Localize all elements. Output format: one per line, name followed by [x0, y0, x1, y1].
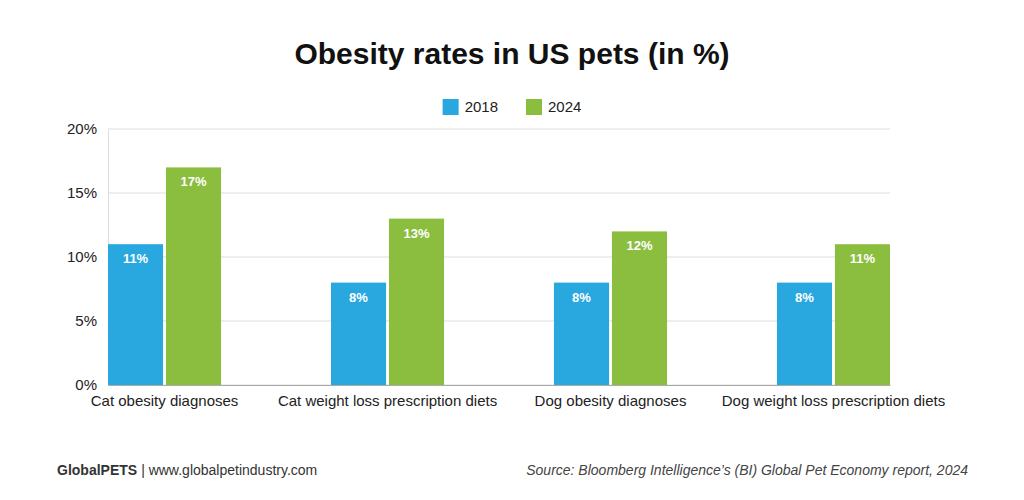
x-tick: Dog weight loss prescription diets	[722, 385, 945, 409]
grid-line	[108, 193, 890, 194]
data-label: 17%	[180, 174, 206, 189]
y-tick: 10%	[67, 248, 108, 265]
bar	[108, 244, 163, 385]
legend-swatch	[443, 99, 459, 115]
x-tick-label: Dog obesity diagnoses	[535, 392, 687, 409]
bar-series	[166, 167, 890, 385]
y-tick-label: 10%	[67, 248, 97, 265]
legend-label: 2018	[465, 98, 498, 115]
data-label: 11%	[850, 251, 876, 266]
bar	[612, 231, 667, 385]
source: Source: Bloomberg Intelligence’s (BI) Gl…	[526, 462, 968, 478]
x-tick-label: Cat obesity diagnoses	[91, 392, 239, 409]
legend: 2018 2024	[443, 98, 582, 115]
x-tick: Dog obesity diagnoses	[535, 385, 687, 409]
data-label: 8%	[572, 290, 591, 305]
bar	[777, 283, 832, 385]
data-label: 13%	[403, 226, 429, 241]
bars	[108, 167, 890, 385]
y-tick: 20%	[67, 120, 108, 137]
y-tick-label: 20%	[67, 120, 97, 137]
bar	[389, 219, 444, 385]
y-tick: 5%	[75, 312, 108, 329]
y-tick: 15%	[67, 184, 108, 201]
grid-line	[108, 321, 890, 322]
brand: GlobalPETS	[57, 462, 137, 478]
x-tick-label: Cat weight loss prescription diets	[278, 392, 497, 409]
legend-swatch	[526, 99, 542, 115]
x-tick: Cat weight loss prescription diets	[278, 385, 497, 409]
legend-label: 2024	[548, 98, 581, 115]
data-label: 12%	[626, 238, 652, 253]
legend-item: 2018	[443, 98, 498, 115]
x-axis-line	[109, 385, 891, 386]
data-labels: 11% 8% 8% 8% 17% 13% 12% 11%	[123, 174, 876, 304]
data-label: 11%	[123, 251, 149, 266]
bar	[554, 283, 609, 385]
data-label: 8%	[795, 290, 814, 305]
x-axis: Cat obesity diagnoses Cat weight loss pre…	[91, 385, 945, 409]
bar	[835, 244, 890, 385]
y-axis: 0%5%10%15%20%	[67, 120, 109, 393]
y-tick-label: 15%	[67, 184, 97, 201]
data-label: 8%	[349, 290, 368, 305]
x-tick-label: Dog weight loss prescription diets	[722, 392, 945, 409]
y-tick-label: 5%	[75, 312, 97, 329]
x-tick: Cat obesity diagnoses	[91, 385, 239, 409]
footer-brand-line: GlobalPETS| www.globalpetindustry.com	[57, 462, 317, 478]
title: Obesity rates in US pets (in %)	[294, 37, 729, 70]
legend-item: 2024	[526, 98, 581, 115]
grid-line	[108, 257, 890, 258]
grid-line	[108, 129, 890, 130]
bar	[166, 167, 221, 385]
grid-line	[108, 385, 890, 386]
website: | www.globalpetindustry.com	[141, 462, 317, 478]
chart: Obesity rates in US pets (in %)0%5%10%15…	[0, 0, 1024, 500]
grid	[108, 129, 890, 385]
bar	[331, 283, 386, 385]
